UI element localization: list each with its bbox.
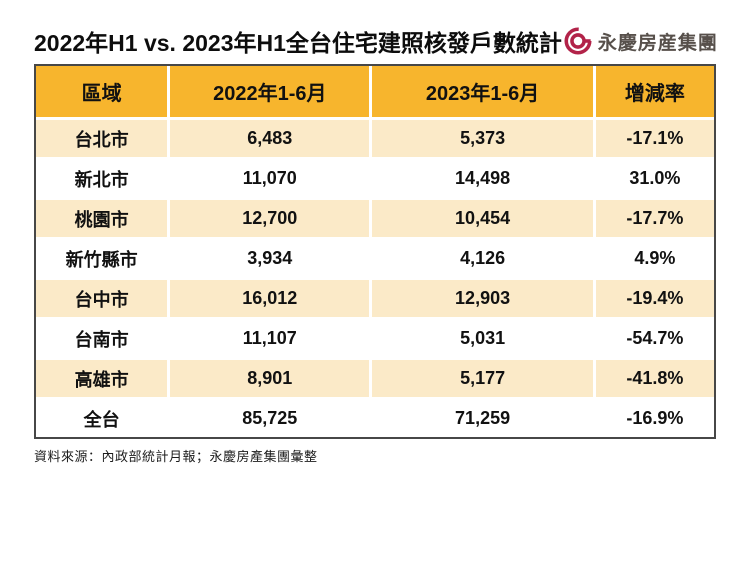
value-cell: 5,031 [369, 317, 596, 360]
table-row: 新竹縣市 3,934 4,126 4.9% [36, 237, 714, 280]
region-cell: 新北市 [36, 157, 171, 200]
value-cell: 5,373 [369, 117, 596, 160]
brand-name: 永慶房産集團 [597, 32, 718, 54]
table-row: 台中市 16,012 12,903 -19.4% [36, 277, 714, 320]
table-row: 新北市 11,070 14,498 31.0% [36, 157, 714, 200]
value-cell: 8,901 [167, 357, 373, 400]
table-row: 全台 85,725 71,259 -16.9% [36, 397, 714, 437]
change-cell: -17.1% [592, 117, 714, 160]
value-cell: 14,498 [369, 157, 596, 200]
stats-table-head: 區域 2022年1-6月 2023年1-6月 增減率 [36, 66, 714, 120]
region-cell: 全台 [36, 397, 171, 437]
header-row: 區域 2022年1-6月 2023年1-6月 增減率 [36, 66, 714, 120]
change-cell: -54.7% [592, 317, 714, 360]
column-header: 區域 [36, 66, 171, 120]
value-cell: 71,259 [369, 397, 596, 437]
change-cell: -17.7% [592, 197, 714, 240]
value-cell: 12,903 [369, 277, 596, 320]
change-cell: -41.8% [592, 357, 714, 400]
value-cell: 16,012 [167, 277, 373, 320]
region-cell: 高雄市 [36, 357, 171, 400]
column-header: 2023年1-6月 [369, 66, 596, 120]
value-cell: 85,725 [167, 397, 373, 437]
table-row: 桃園市 12,700 10,454 -17.7% [36, 197, 714, 240]
stats-table: 區域 2022年1-6月 2023年1-6月 增減率 台北市 6,483 5,373 -17… [36, 66, 714, 437]
value-cell: 3,934 [167, 237, 373, 280]
value-cell: 4,126 [369, 237, 596, 280]
source-note: 資料來源：內政部統計月報；永慶房產集團彙整 [34, 449, 318, 464]
page-title: 2022年H1 vs. 2023年H1全台住宅建照核發戶數統計 [34, 30, 562, 56]
value-cell: 12,700 [167, 197, 373, 240]
region-cell: 台北市 [36, 117, 171, 160]
stats-table-body: 台北市 6,483 5,373 -17.1% 新北市 11,070 14,498 31.0% 桃… [36, 117, 714, 437]
change-cell: -19.4% [592, 277, 714, 320]
region-cell: 台中市 [36, 277, 171, 320]
table-row: 高雄市 8,901 5,177 -41.8% [36, 357, 714, 400]
column-header: 2022年1-6月 [167, 66, 373, 120]
change-cell: -16.9% [592, 397, 714, 437]
change-cell: 4.9% [592, 237, 714, 280]
table-row: 台南市 11,107 5,031 -54.7% [36, 317, 714, 360]
value-cell: 6,483 [167, 117, 373, 160]
header-bar: 2022年H1 vs. 2023年H1全台住宅建照核發戶數統計 永慶房産集團 [34, 22, 718, 60]
value-cell: 11,070 [167, 157, 373, 200]
region-cell: 新竹縣市 [36, 237, 171, 280]
value-cell: 10,454 [369, 197, 596, 240]
region-cell: 桃園市 [36, 197, 171, 240]
value-cell: 5,177 [369, 357, 596, 400]
table-row: 台北市 6,483 5,373 -17.1% [36, 117, 714, 160]
region-cell: 台南市 [36, 317, 171, 360]
yungching-spiral-g-icon [564, 27, 592, 55]
column-header: 增減率 [592, 66, 714, 120]
value-cell: 11,107 [167, 317, 373, 360]
brand-logo: 永慶房産集團 [562, 25, 718, 57]
change-cell: 31.0% [592, 157, 714, 200]
stats-table-frame: 區域 2022年1-6月 2023年1-6月 增減率 台北市 6,483 5,373 -17… [34, 64, 716, 439]
